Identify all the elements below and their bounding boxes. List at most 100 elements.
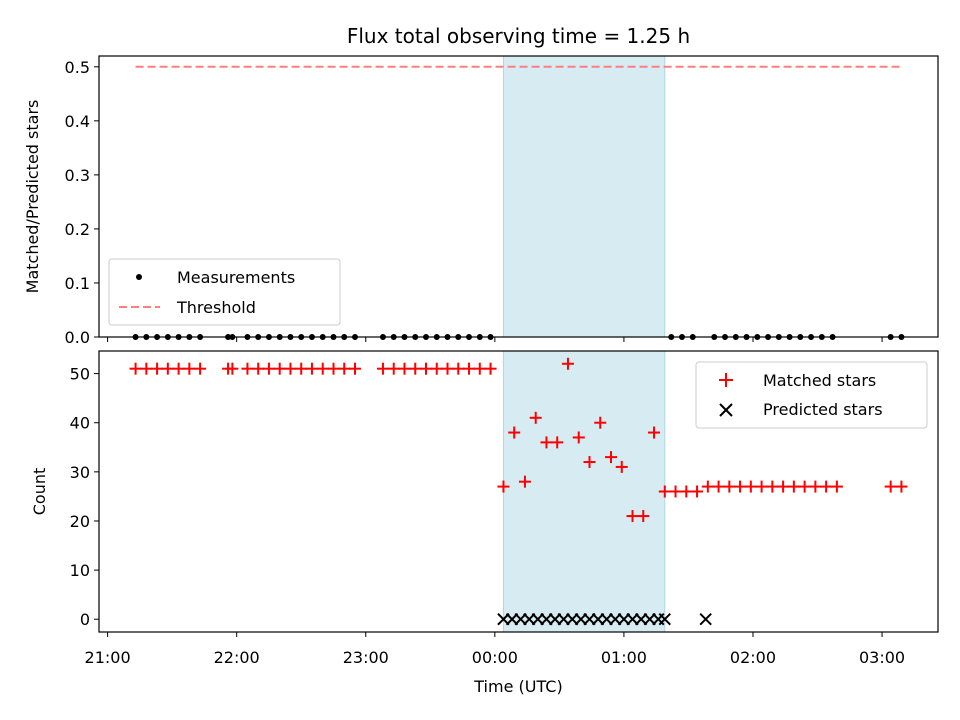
matched-star-point-40 [594,416,607,429]
top-panel-shaded-interval [502,55,666,338]
bottom-y-tick-label-3: 30 [70,463,90,482]
chart-title: Flux total observing time = 1.25 h [347,24,690,48]
bottom-panel: 0 10 20 30 40 50 21:00 22:00 23:00 00:00 01:00 02:… [30,350,939,696]
matched-star-point-15 [305,362,318,375]
top-y-tick-label-4: 0.4 [65,112,90,131]
top-panel-x-ticks [107,337,883,342]
matched-star-point-38 [572,431,585,444]
bottom-y-tick-label-1: 10 [70,561,90,580]
matched-star-point-37 [561,357,574,370]
bottom-panel-y-ticks: 0 10 20 30 40 50 [70,365,99,629]
top-panel-legend: Measurements Threshold [108,258,341,326]
matched-star-point-50 [701,480,714,493]
matched-star-point-34 [529,411,542,424]
matched-star-point-2 [151,362,164,375]
matched-stars-points [129,357,908,523]
matched-star-point-29 [473,362,486,375]
matched-star-point-58 [787,480,800,493]
matched-star-point-31 [497,480,510,493]
matched-star-point-53 [734,480,747,493]
matched-star-point-20 [376,362,389,375]
predicted-star-point-19 [658,613,671,626]
matched-star-point-4 [172,362,185,375]
matched-star-point-23 [409,362,422,375]
matched-star-point-22 [398,362,411,375]
top-y-tick-label-0: 0.0 [65,328,90,347]
top-panel: 0.0 0.1 0.2 0.3 0.4 0.5 Flux total observing … [23,24,939,347]
matched-star-point-57 [777,480,790,493]
x-tick-label-0: 21:00 [85,648,131,667]
matched-star-point-17 [327,362,340,375]
matched-star-point-27 [452,362,465,375]
matched-star-point-63 [884,480,897,493]
matched-star-point-12 [273,362,286,375]
predicted-star-point-20 [699,613,712,626]
matched-star-point-49 [691,485,704,498]
matched-star-point-41 [605,451,618,464]
matched-star-point-10 [252,362,265,375]
x-tick-label-2: 23:00 [343,648,389,667]
top-panel-frame [98,55,939,338]
top-y-tick-label-1: 0.1 [65,274,90,293]
matched-star-point-61 [820,480,833,493]
matched-star-point-0 [129,362,142,375]
matched-star-point-1 [140,362,153,375]
matched-stars-legend-marker [719,373,733,387]
bottom-y-tick-label-2: 20 [70,512,90,531]
matched-star-point-8 [226,362,239,375]
matched-star-point-6 [194,362,207,375]
matched-star-point-19 [349,362,362,375]
bottom-panel-y-axis-label: Count [30,468,49,516]
matched-star-point-56 [766,480,779,493]
matched-star-point-43 [626,510,639,523]
matched-star-point-62 [830,480,843,493]
matched-star-point-32 [508,426,521,439]
top-legend-box [108,258,341,326]
matched-star-point-5 [183,362,196,375]
matched-stars-legend-label: Matched stars [763,371,876,390]
bottom-panel-legend: Matched stars Predicted stars [695,361,928,429]
bottom-legend-box [695,361,928,429]
matched-star-point-55 [755,480,768,493]
matched-star-point-28 [463,362,476,375]
matched-star-point-21 [387,362,400,375]
x-tick-label-1: 22:00 [214,648,260,667]
matched-star-point-45 [648,426,661,439]
x-tick-label-4: 01:00 [601,648,647,667]
matched-star-point-52 [723,480,736,493]
x-tick-label-6: 03:00 [859,648,905,667]
matched-star-point-24 [419,362,432,375]
matched-star-point-26 [441,362,454,375]
matched-star-point-35 [540,436,553,449]
matched-star-point-25 [430,362,443,375]
bottom-y-tick-label-5: 50 [70,365,90,384]
predicted-stars-legend-marker [719,403,733,417]
bottom-y-tick-label-0: 0 [80,610,90,629]
top-panel-y-axis-label: Matched/Predicted stars [23,100,42,294]
matched-star-point-46 [658,485,671,498]
bottom-y-tick-label-4: 40 [70,414,90,433]
matched-star-point-39 [583,456,596,469]
matched-star-point-64 [895,480,908,493]
top-panel-y-ticks: 0.0 0.1 0.2 0.3 0.4 0.5 [65,58,99,347]
matched-star-point-54 [744,480,757,493]
matched-star-point-14 [295,362,308,375]
matched-star-point-18 [338,362,351,375]
matched-star-point-51 [712,480,725,493]
measurements-legend-label: Measurements [177,268,295,287]
matched-star-point-42 [615,460,628,473]
predicted-stars-points [497,613,712,626]
matched-star-point-47 [669,485,682,498]
matched-star-point-33 [518,475,531,488]
matched-star-point-11 [262,362,275,375]
bottom-panel-x-ticks: 21:00 22:00 23:00 00:00 01:00 02:00 03:00 [85,632,905,667]
matched-star-point-36 [551,436,564,449]
threshold-legend-label: Threshold [176,298,256,317]
bottom-panel-frame [98,350,939,633]
matched-star-point-59 [798,480,811,493]
measurements-legend-marker [136,274,142,280]
matched-star-point-44 [637,510,650,523]
x-axis-label: Time (UTC) [473,677,562,696]
